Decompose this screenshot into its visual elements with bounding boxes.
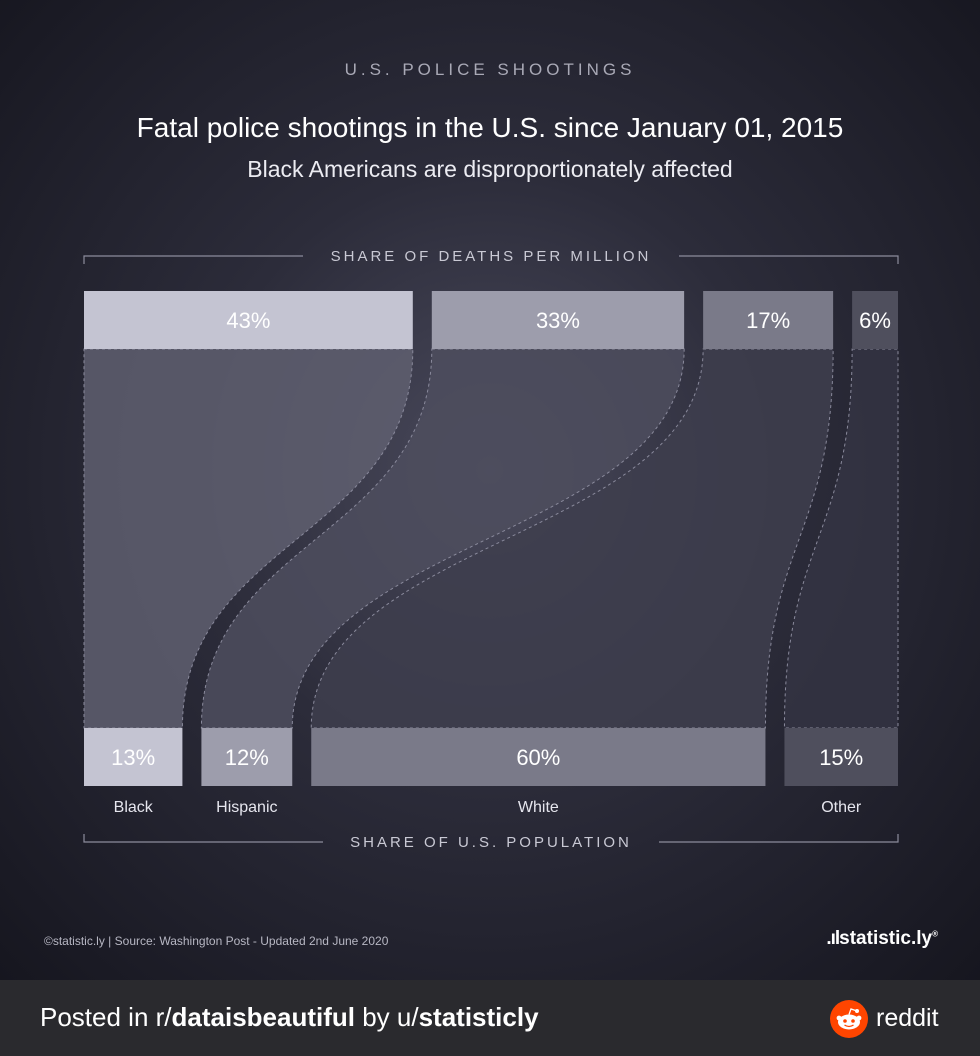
flow-ribbon-white [310,348,834,729]
deaths-value-other: 6% [859,308,891,333]
deaths-value-white: 17% [746,308,790,333]
chart-title: Fatal police shootings in the U.S. since… [136,112,844,143]
deaths-bar-hispanic [431,291,685,349]
deaths-axis-line-left [83,255,303,264]
source-note: ©statistic.ly | Source: Washington Post … [44,934,389,948]
flow-ribbon-hispanic [200,348,685,729]
population-value-black: 13% [111,745,155,770]
population-bar-hispanic [201,728,293,786]
population-bar-white [311,728,766,786]
category-label-other: Other [821,799,862,816]
logo-bars-icon: .ıl [826,928,840,949]
registered-mark: ® [932,929,938,939]
flow-ribbon-other [783,348,899,729]
chart-subtitle: Black Americans are disproportionately a… [247,156,733,182]
population-axis-line-right [659,834,899,843]
by-label: by u/ [355,1002,419,1032]
posted-in-text: Posted in r/dataisbeautiful by u/statist… [40,1002,539,1033]
population-axis-line-left [83,834,323,843]
category-label-hispanic: Hispanic [216,799,277,816]
user-link[interactable]: statisticly [418,1002,539,1032]
posted-in-label: Posted in r/ [40,1002,172,1032]
deaths-axis-label: SHARE OF DEATHS PER MILLION [331,248,652,265]
deaths-bar-other [852,291,898,349]
population-bar-black [84,728,183,786]
statistic-ly-logo: .ılstatistic.ly® [826,928,938,950]
population-value-hispanic: 12% [225,745,269,770]
deaths-value-hispanic: 33% [536,308,580,333]
kicker: U.S. POLICE SHOOTINGS [344,60,636,79]
category-label-black: Black [114,799,154,816]
flow-bar-chart: SHARE OF DEATHS PER MILLION SHARE OF U.S.… [83,248,899,851]
deaths-value-black: 43% [226,308,270,333]
reddit-wordmark: reddit [876,1004,939,1032]
population-value-other: 15% [819,745,863,770]
population-axis-label: SHARE OF U.S. POPULATION [350,834,632,851]
flow-ribbon-black [83,348,414,729]
infographic-card: U.S. POLICE SHOOTINGS Fatal police shoot… [0,0,980,980]
population-bar-other [784,728,898,786]
population-value-white: 60% [516,745,560,770]
category-label-white: White [518,799,559,816]
logo-text: statistic.ly [839,928,933,949]
reddit-attribution-bar: Posted in r/dataisbeautiful by u/statist… [0,980,980,1056]
deaths-axis-line-right [679,255,899,264]
reddit-alien-icon [830,1000,868,1038]
subreddit-link[interactable]: dataisbeautiful [171,1002,355,1032]
deaths-bar-white [703,291,834,349]
deaths-bar-black [84,291,413,349]
